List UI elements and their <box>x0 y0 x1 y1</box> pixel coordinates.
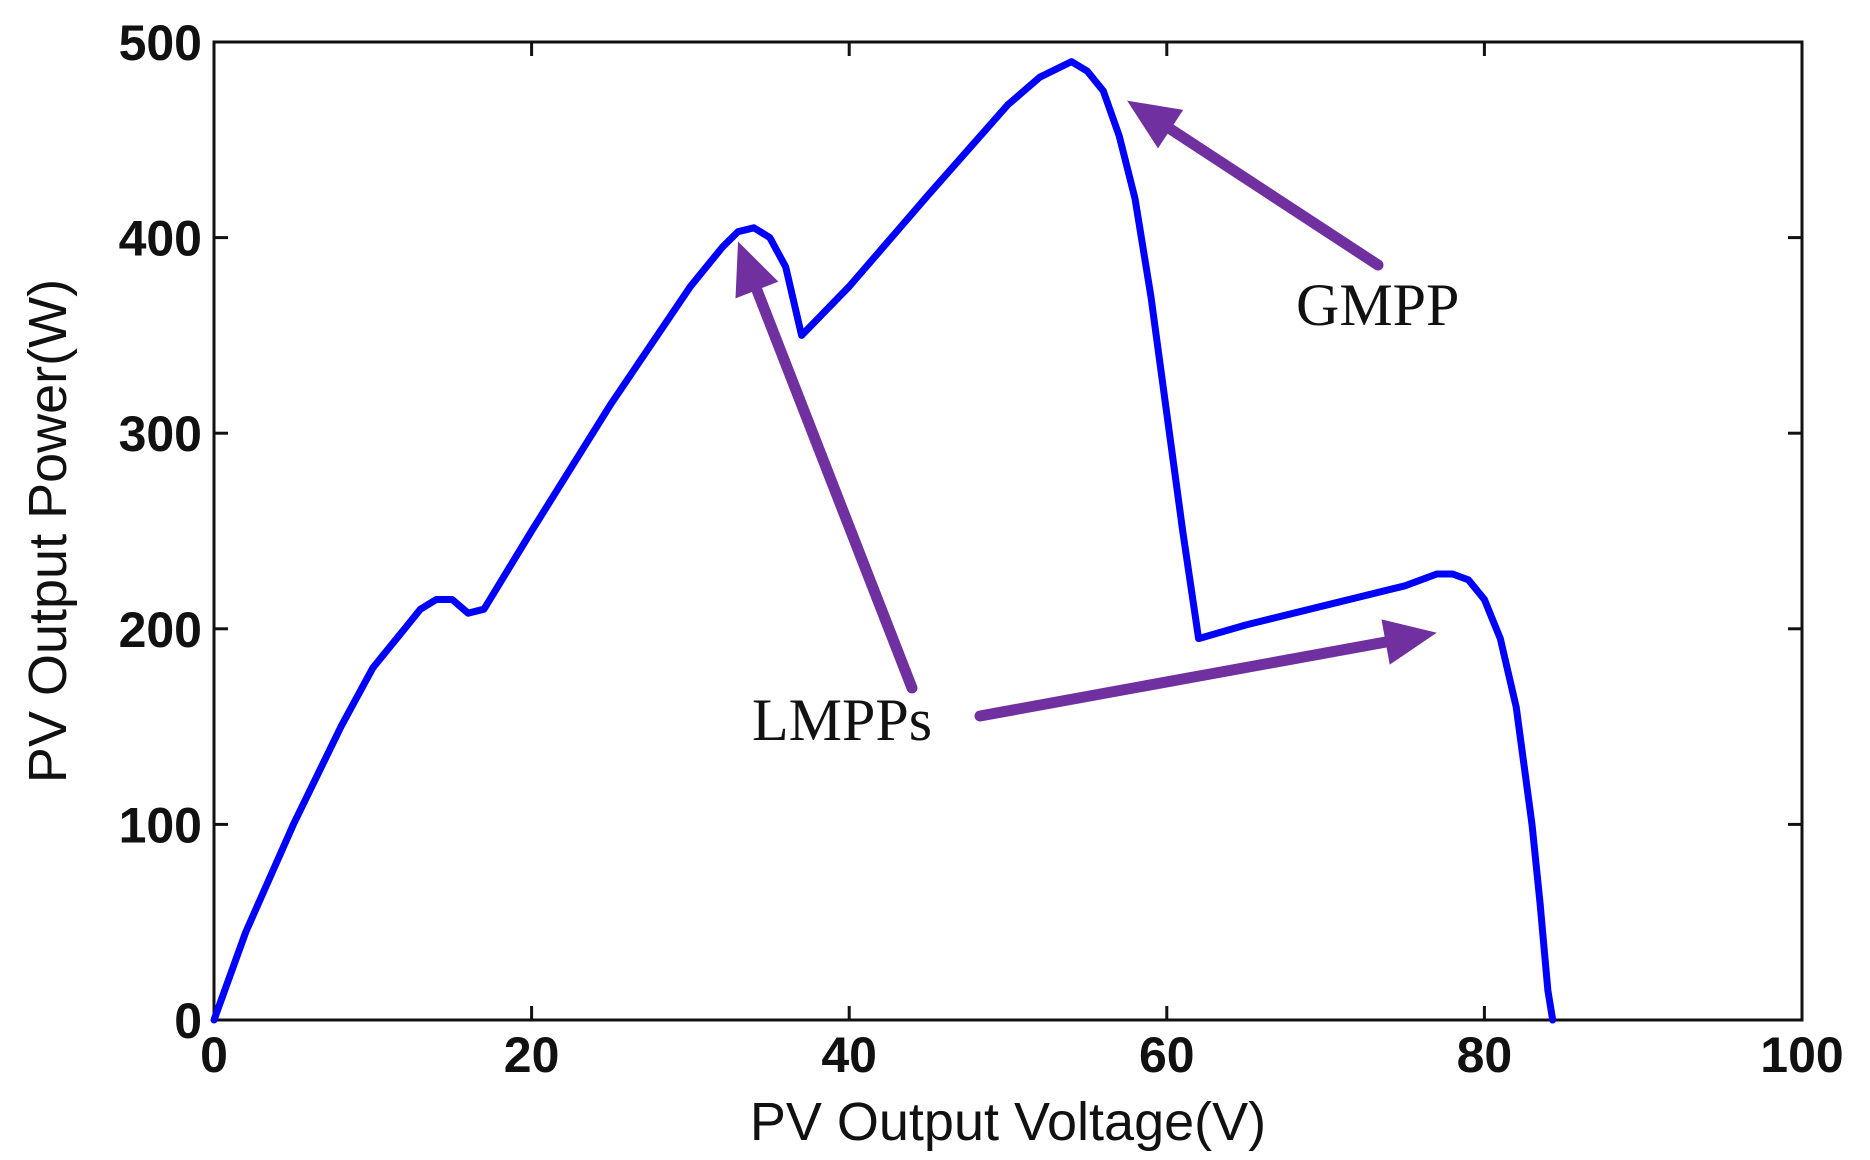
y-tick-label: 300 <box>119 406 202 462</box>
series <box>210 58 1557 1024</box>
y-tick-label: 400 <box>119 211 202 267</box>
lmpps-arrow-left-shaft <box>751 284 918 694</box>
gmpp-arrow-shaft <box>1165 123 1384 271</box>
y-axis-label: PV Output Power(W) <box>18 279 78 783</box>
y-tick-label: 100 <box>119 797 202 853</box>
lmpps-arrow-right-head <box>1381 619 1437 665</box>
axes <box>212 40 1804 1022</box>
x-tick-label: 40 <box>821 1027 877 1083</box>
x-tick-label: 0 <box>200 1027 228 1083</box>
plot-frame <box>212 40 1804 1022</box>
y-tick-label: 200 <box>119 602 202 658</box>
lmpps-arrow-right-shaft <box>974 636 1392 722</box>
x-tick-label: 80 <box>1457 1027 1513 1083</box>
lmpps-arrow-left-head <box>735 241 779 299</box>
annotation-gmpp-label: GMPP <box>1296 272 1459 338</box>
annotation-lmpps-label: LMPPs <box>752 687 932 753</box>
annotations <box>735 100 1437 722</box>
y-tick-label: 500 <box>119 15 202 71</box>
gmpp-arrow-head <box>1127 100 1184 149</box>
x-tick-label: 100 <box>1760 1027 1843 1083</box>
series-line-0 <box>210 58 1557 1024</box>
y-tick-label: 0 <box>174 993 202 1049</box>
x-axis-label: PV Output Voltage(V) <box>750 1092 1266 1152</box>
x-tick-label: 20 <box>504 1027 560 1083</box>
ticks: 0 20 40 60 80 100 0 100 200 300 400 500 <box>119 15 1844 1083</box>
x-tick-label: 60 <box>1139 1027 1195 1083</box>
